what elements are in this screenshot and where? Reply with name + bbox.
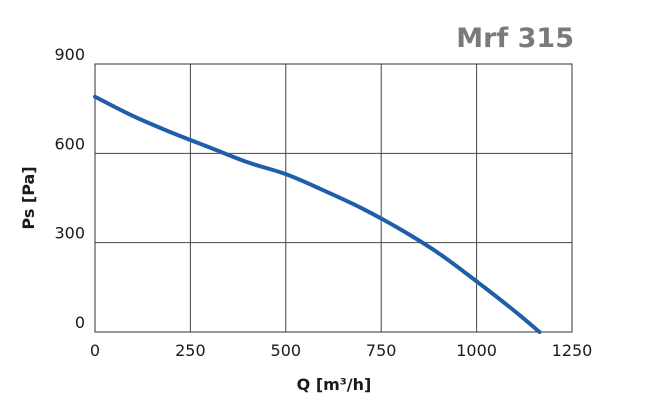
x-axis-label: Q [m³/h] (297, 375, 372, 394)
x-tick-label: 1000 (456, 341, 497, 360)
x-tick-label: 250 (175, 341, 206, 360)
plot-frame (94, 63, 573, 333)
x-tick-label: 500 (271, 341, 302, 360)
y-tick-label: 300 (54, 224, 85, 243)
x-tick-label: 0 (90, 341, 100, 360)
y-tick-label: 900 (54, 45, 85, 64)
y-axis-label: Ps [Pa] (19, 166, 38, 229)
chart-title: Mrf 315 (456, 23, 574, 54)
grid-lines (94, 63, 573, 333)
x-tick-label: 1250 (552, 341, 593, 360)
series-line (93, 94, 542, 334)
y-tick-label: 600 (54, 134, 85, 153)
y-tick-label: 0 (75, 313, 85, 332)
x-tick-label: 750 (366, 341, 397, 360)
y-tick-labels: 0 300 600 900 (54, 45, 85, 332)
x-tick-labels: 0 250 500 750 1000 1250 (90, 341, 592, 360)
